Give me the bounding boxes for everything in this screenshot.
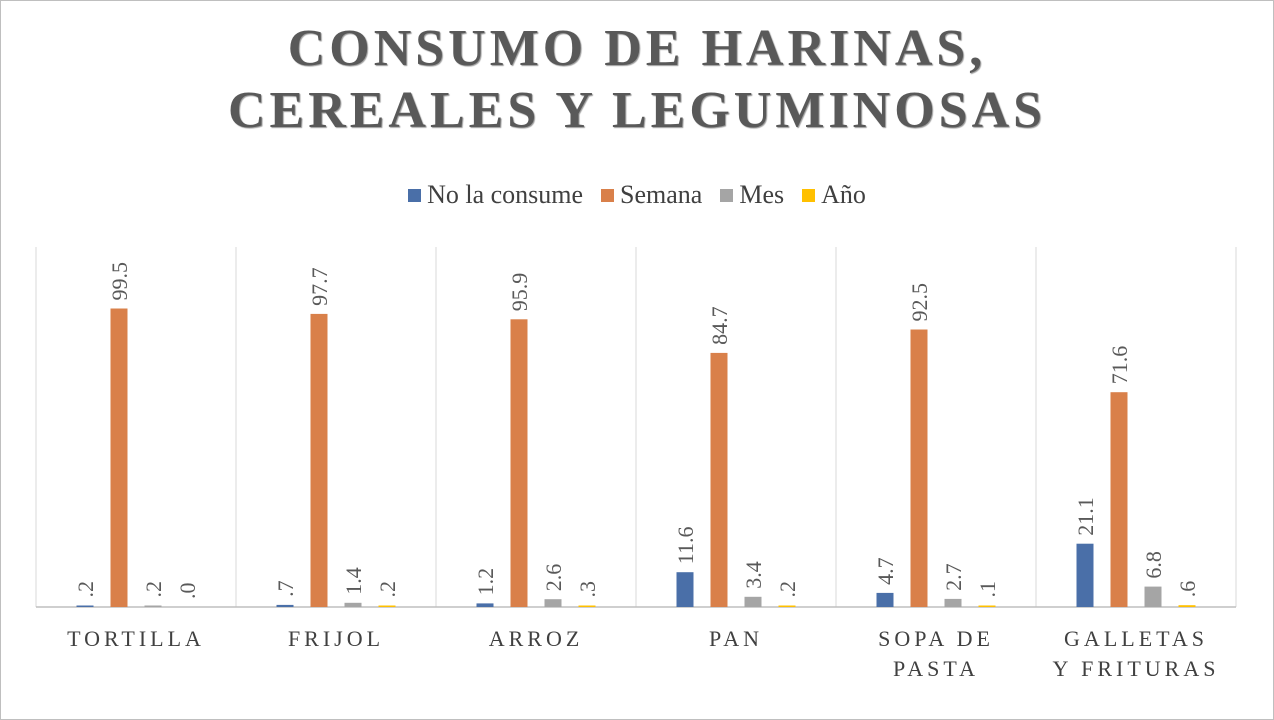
data-label-mes-frijol: 1.4	[341, 567, 366, 595]
category-label-galletas-y-frituras: Y FRITURAS	[1053, 656, 1220, 681]
bar-ano-sopa-de-pasta	[978, 605, 996, 607]
data-label-no-la-consume-tortilla: .2	[73, 581, 98, 598]
legend-item-ano: Año	[802, 180, 866, 210]
data-label-mes-pan: 3.4	[741, 561, 766, 589]
bar-semana-arroz	[510, 319, 528, 607]
data-label-ano-tortilla: .0	[175, 583, 200, 600]
bar-mes-galletas-y-frituras	[1144, 586, 1162, 607]
bar-mes-tortilla	[144, 605, 162, 607]
chart-title: CONSUMO DE HARINAS, CEREALES Y LEGUMINOS…	[0, 18, 1274, 142]
legend-label-mes: Mes	[739, 180, 785, 209]
data-label-mes-tortilla: .2	[141, 581, 166, 598]
bar-no-la-consume-frijol	[276, 604, 294, 607]
bar-mes-frijol	[344, 602, 362, 607]
chart-title-line-2: CEREALES Y LEGUMINOSAS	[227, 82, 1047, 139]
legend-item-no-la-consume: No la consume	[408, 180, 583, 210]
category-label-sopa-de-pasta: SOPA DE	[878, 626, 994, 651]
bar-semana-galletas-y-frituras	[1110, 392, 1128, 607]
bar-ano-arroz	[578, 605, 596, 607]
data-label-semana-pan: 84.7	[707, 306, 732, 345]
bar-no-la-consume-sopa-de-pasta	[876, 592, 894, 607]
legend-item-semana: Semana	[601, 180, 702, 210]
legend-swatch-mes	[720, 188, 734, 202]
data-label-mes-arroz: 2.6	[541, 564, 566, 592]
bar-no-la-consume-pan	[676, 572, 694, 607]
legend-label-no-la-consume: No la consume	[427, 180, 584, 209]
category-label-tortilla: TORTILLA	[67, 626, 205, 651]
bar-ano-frijol	[378, 605, 396, 607]
data-label-no-la-consume-frijol: .7	[273, 580, 298, 597]
legend-item-mes: Mes	[720, 180, 784, 210]
data-label-semana-arroz: 95.9	[507, 273, 532, 312]
data-label-ano-frijol: .2	[375, 581, 400, 598]
category-label-frijol: FRIJOL	[288, 626, 384, 651]
bar-mes-arroz	[544, 599, 562, 607]
legend-swatch-ano	[802, 188, 816, 202]
legend-label-semana: Semana	[620, 180, 703, 209]
category-label-galletas-y-frituras: GALLETAS	[1064, 626, 1208, 651]
bar-ano-galletas-y-frituras	[1178, 605, 1196, 607]
data-label-ano-arroz: .3	[575, 581, 600, 598]
data-label-semana-sopa-de-pasta: 92.5	[907, 283, 932, 322]
category-label-pan: PAN	[709, 626, 763, 651]
data-label-ano-galletas-y-frituras: .6	[1175, 581, 1200, 598]
data-label-no-la-consume-arroz: 1.2	[473, 568, 498, 596]
data-label-mes-galletas-y-frituras: 6.8	[1141, 551, 1166, 579]
legend-swatch-semana	[601, 188, 615, 202]
chart-legend: No la consume Semana Mes Año	[0, 180, 1274, 210]
data-label-semana-tortilla: 99.5	[107, 262, 132, 301]
bar-no-la-consume-galletas-y-frituras	[1076, 543, 1094, 607]
data-label-semana-frijol: 97.7	[307, 267, 332, 306]
chart-title-line-1: CONSUMO DE HARINAS,	[287, 20, 987, 77]
data-label-ano-pan: .2	[775, 581, 800, 598]
legend-label-ano: Año	[821, 180, 866, 209]
data-label-no-la-consume-galletas-y-frituras: 21.1	[1073, 497, 1098, 536]
data-label-semana-galletas-y-frituras: 71.6	[1107, 346, 1132, 385]
bar-semana-pan	[710, 352, 728, 607]
bar-semana-frijol	[310, 313, 328, 607]
bar-semana-sopa-de-pasta	[910, 329, 928, 607]
bar-semana-tortilla	[110, 308, 128, 607]
data-label-no-la-consume-sopa-de-pasta: 4.7	[873, 557, 898, 585]
data-label-mes-sopa-de-pasta: 2.7	[941, 563, 966, 591]
legend-swatch-no-la-consume	[408, 188, 422, 202]
bar-ano-pan	[778, 605, 796, 607]
bar-no-la-consume-arroz	[476, 603, 494, 607]
data-label-no-la-consume-pan: 11.6	[673, 527, 698, 565]
bar-no-la-consume-tortilla	[76, 605, 94, 607]
category-label-arroz: ARROZ	[489, 626, 584, 651]
data-label-ano-sopa-de-pasta: .1	[975, 581, 1000, 598]
bar-mes-pan	[744, 596, 762, 607]
bar-mes-sopa-de-pasta	[944, 598, 962, 607]
category-label-sopa-de-pasta: PASTA	[893, 656, 979, 681]
